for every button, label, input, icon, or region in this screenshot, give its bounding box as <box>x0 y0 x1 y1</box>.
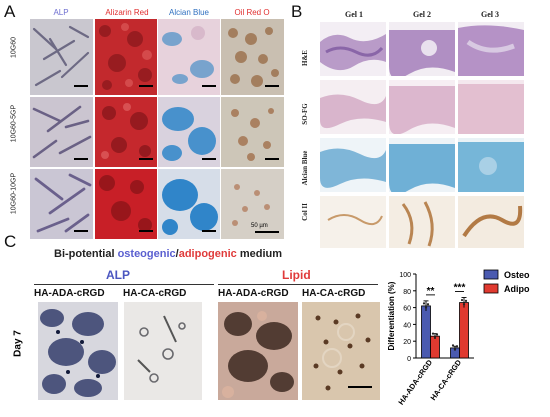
row-label-day7: Day 7 <box>12 330 24 357</box>
histology-he-gel2 <box>389 22 455 76</box>
legend-label-adipo: Adipo <box>504 284 530 294</box>
micrograph-oilred-10g60-5gp <box>221 97 284 167</box>
micrograph-oilred-10g60 <box>221 19 284 95</box>
micrograph-alp-ada <box>38 302 118 400</box>
data-point <box>462 303 466 306</box>
y-tick-label: 20 <box>403 339 411 346</box>
title-suffix: medium <box>236 248 282 260</box>
histology-col2-gel2 <box>389 196 455 248</box>
title-osteo: osteogenic <box>117 248 176 260</box>
micrograph-alizarin-10g60-10gp <box>95 169 157 239</box>
col-header-gel1: Gel 1 <box>345 10 363 19</box>
y-tick-label: 100 <box>399 272 411 279</box>
sample-label-lipid-ada: HA-ADA-cRGD <box>218 288 289 299</box>
significance-label: *** <box>454 283 466 294</box>
data-point <box>435 333 439 336</box>
row-label-10g60-5gp: 10G60-5GP <box>10 104 18 143</box>
y-tick-label: 60 <box>403 306 411 313</box>
data-point <box>433 336 437 339</box>
histology-alcian-gel2 <box>389 138 455 192</box>
scale-bar-label: 50 µm <box>251 223 268 229</box>
panel-c-letter: C <box>4 232 17 251</box>
title-sep: / <box>175 248 179 260</box>
histology-col2-gel1 <box>320 196 386 248</box>
title-prefix: Bi-potential <box>54 248 118 260</box>
col-header-gel2: Gel 2 <box>413 10 431 19</box>
row-label-10g60: 10G60 <box>10 36 18 59</box>
col-header-oilred: Oil Red O <box>234 8 270 17</box>
panel-c-title: Bi-potential osteogenic/adipogenic mediu… <box>54 248 282 260</box>
micrograph-alcian-10g60-10gp <box>158 169 220 239</box>
col-header-alp: ALP <box>53 8 69 17</box>
sample-label-alp-ada: HA-ADA-cRGD <box>34 288 105 299</box>
micrograph-alcian-10g60 <box>158 19 220 95</box>
col-header-gel3: Gel 3 <box>481 10 499 19</box>
row-label-col2: Col II <box>301 203 309 221</box>
data-point <box>464 299 468 302</box>
micrograph-alizarin-10g60 <box>95 19 157 95</box>
histology-sofg-gel2 <box>389 80 455 134</box>
data-point <box>453 348 457 351</box>
micrograph-alcian-10g60-5gp <box>158 97 220 167</box>
legend-label-osteo: Osteo <box>504 270 530 280</box>
micrograph-lipid-ada <box>218 302 298 400</box>
group-divider-alp <box>34 284 214 285</box>
micrograph-alizarin-10g60-5gp <box>95 97 157 167</box>
data-point <box>424 306 428 309</box>
histology-he-gel3 <box>458 22 524 76</box>
row-label-sofg: SO-FG <box>301 103 309 125</box>
micrograph-alp-10g60-5gp <box>30 97 93 167</box>
group-divider-lipid <box>218 284 378 285</box>
data-point <box>455 345 459 348</box>
y-tick-label: 0 <box>407 356 411 363</box>
row-label-10g60-10gp: 10G60-10GP <box>10 172 18 215</box>
micrograph-oilred-10g60-10gp: 50 µm <box>221 169 284 239</box>
bar-adipo <box>430 335 440 359</box>
category-label: HA-ADA-cRGD <box>396 358 434 407</box>
panel-a-letter: A <box>4 2 16 21</box>
bar-osteo <box>421 305 431 359</box>
y-axis-label: Differentiation (%) <box>387 281 396 350</box>
histology-he-gel1 <box>320 22 386 76</box>
histology-alcian-gel3 <box>458 138 524 192</box>
sample-label-lipid-ca: HA-CA-cRGD <box>302 288 366 299</box>
group-label-alp: ALP <box>106 268 130 282</box>
data-point <box>451 344 455 347</box>
histology-sofg-gel3 <box>458 80 524 134</box>
histology-sofg-gel1 <box>320 80 386 134</box>
significance-label: ** <box>427 286 435 297</box>
category-label: HA-CA-cRGD <box>429 358 464 403</box>
data-point <box>460 298 464 302</box>
data-point <box>426 303 430 306</box>
micrograph-lipid-ca <box>302 302 380 400</box>
sample-label-alp-ca: HA-CA-cRGD <box>123 288 187 299</box>
micrograph-alp-10g60-10gp <box>30 169 93 239</box>
col-header-alcian: Alcian Blue <box>168 8 210 17</box>
row-label-alcian: Alcian Blue <box>301 150 309 186</box>
title-adipo: adipogenic <box>178 248 237 260</box>
row-label-he: H&E <box>301 50 309 66</box>
histology-alcian-gel1 <box>320 138 386 192</box>
col-header-alizarin: Alizarin Red <box>105 8 149 17</box>
micrograph-alp-ca <box>124 302 202 400</box>
legend-swatch-osteo <box>483 269 499 280</box>
legend-swatch-adipo <box>483 283 499 294</box>
data-point <box>431 332 435 335</box>
data-point <box>422 302 426 305</box>
y-tick-label: 40 <box>403 322 411 329</box>
panel-b-letter: B <box>291 2 303 21</box>
group-label-lipid: Lipid <box>282 268 311 282</box>
micrograph-alp-10g60 <box>30 19 93 95</box>
y-tick-label: 80 <box>403 289 411 296</box>
histology-col2-gel3 <box>458 196 524 248</box>
bar-adipo <box>459 302 469 359</box>
